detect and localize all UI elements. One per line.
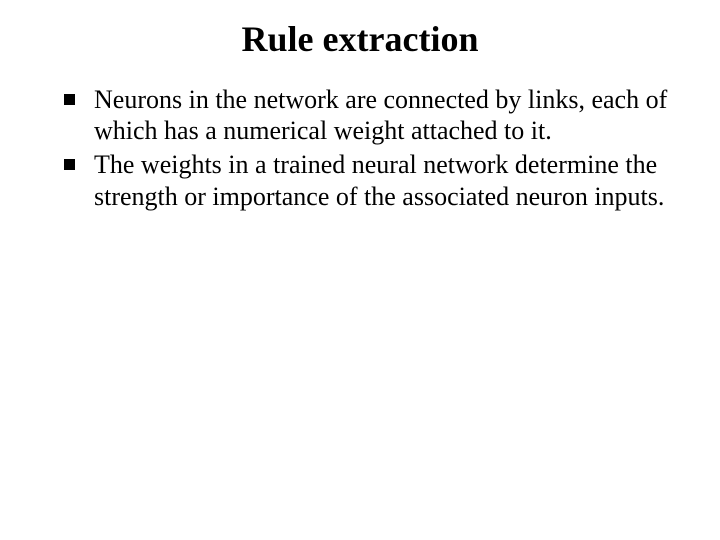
list-item: Neurons in the network are connected by … xyxy=(60,84,670,147)
square-bullet-icon xyxy=(64,94,75,105)
square-bullet-icon xyxy=(64,159,75,170)
slide: Rule extraction Neurons in the network a… xyxy=(0,0,720,540)
list-item: The weights in a trained neural network … xyxy=(60,149,670,212)
slide-title: Rule extraction xyxy=(40,20,680,60)
bullet-text: The weights in a trained neural network … xyxy=(94,150,664,211)
bullet-list: Neurons in the network are connected by … xyxy=(60,84,670,213)
bullet-text: Neurons in the network are connected by … xyxy=(94,85,667,146)
